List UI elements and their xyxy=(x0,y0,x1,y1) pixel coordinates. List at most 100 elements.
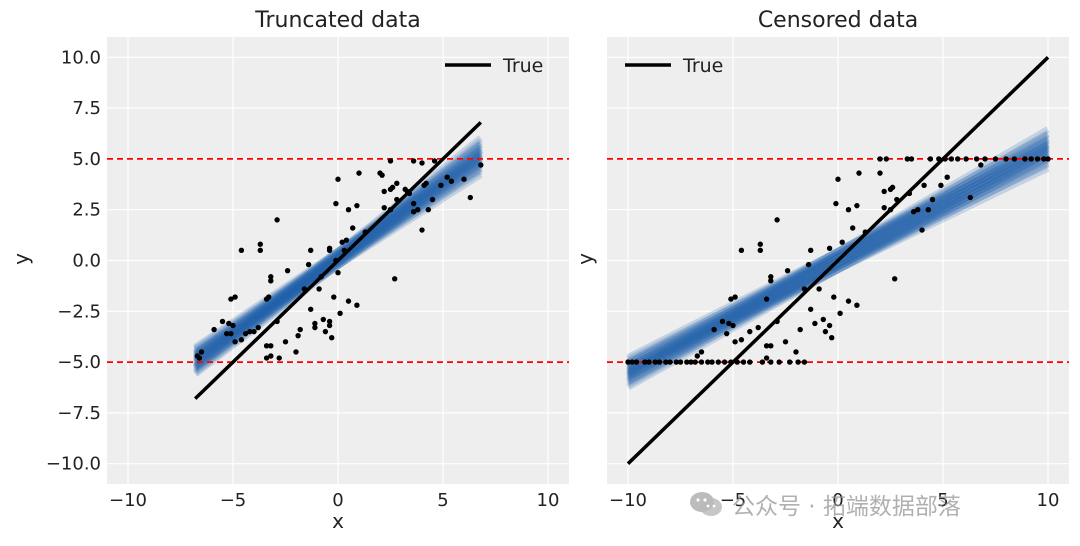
data-point xyxy=(1011,156,1018,162)
data-point xyxy=(892,276,898,282)
posterior-line xyxy=(626,130,1050,379)
data-point xyxy=(726,320,732,327)
data-point xyxy=(345,298,352,304)
data-point xyxy=(228,296,234,302)
data-point xyxy=(282,339,289,345)
data-point xyxy=(335,269,341,276)
data-point xyxy=(301,286,308,292)
data-point xyxy=(331,294,337,300)
data-point xyxy=(709,359,715,365)
data-point xyxy=(694,353,700,359)
data-point xyxy=(795,359,801,365)
data-point xyxy=(343,237,350,243)
data-point xyxy=(812,320,818,327)
data-point xyxy=(732,294,738,300)
data-point xyxy=(350,225,356,231)
data-point xyxy=(776,359,782,365)
posterior-line xyxy=(193,152,483,351)
data-point xyxy=(329,335,335,341)
data-point xyxy=(698,349,705,355)
data-point xyxy=(339,239,345,245)
data-point xyxy=(734,359,740,365)
data-point xyxy=(402,186,408,193)
data-point xyxy=(816,286,822,292)
data-point xyxy=(877,156,883,162)
data-point xyxy=(326,318,333,325)
data-point xyxy=(1022,156,1028,162)
data-point xyxy=(768,359,774,365)
posterior-line xyxy=(626,131,1050,372)
data-point xyxy=(1003,156,1009,162)
data-point xyxy=(478,162,484,168)
data-point xyxy=(747,359,753,365)
data-point xyxy=(335,176,341,182)
data-point xyxy=(978,162,984,168)
data-point xyxy=(673,359,679,365)
data-point xyxy=(724,330,730,337)
x-tick-label: 10 xyxy=(1037,490,1060,511)
data-point xyxy=(263,355,270,361)
data-point xyxy=(719,318,726,325)
data-point xyxy=(921,182,927,189)
posterior-line xyxy=(626,141,1050,386)
posterior-line xyxy=(626,159,1050,380)
data-point xyxy=(379,172,385,178)
data-point xyxy=(646,359,652,365)
y-tick-label: −10.0 xyxy=(46,454,101,475)
data-point xyxy=(759,359,766,365)
data-point xyxy=(333,257,339,264)
true-line xyxy=(626,56,1050,465)
data-point xyxy=(738,247,745,254)
data-point xyxy=(251,328,257,335)
data-point xyxy=(341,247,347,254)
data-point xyxy=(831,294,837,300)
data-point xyxy=(862,229,868,235)
data-point xyxy=(929,196,936,203)
data-point xyxy=(973,156,980,162)
data-point xyxy=(784,267,791,274)
posterior-line xyxy=(193,146,483,357)
data-point xyxy=(768,274,774,280)
data-point xyxy=(982,156,988,162)
data-point xyxy=(1045,156,1051,162)
data-point xyxy=(944,174,950,180)
posterior-line xyxy=(626,145,1050,388)
posterior-line xyxy=(626,154,1050,385)
chart-title: Truncated data xyxy=(254,8,420,33)
y-tick-label: −7.5 xyxy=(57,403,101,424)
data-point xyxy=(881,188,887,195)
data-point xyxy=(293,349,299,355)
data-point xyxy=(881,204,887,211)
data-point xyxy=(883,156,889,162)
posterior-line xyxy=(193,140,483,362)
data-point xyxy=(808,247,814,254)
posterior-line xyxy=(626,155,1050,378)
posterior-line xyxy=(626,146,1050,381)
data-point xyxy=(808,306,814,312)
data-point xyxy=(698,359,705,365)
x-axis-label-right: x xyxy=(832,509,844,533)
data-point xyxy=(728,296,734,302)
data-point xyxy=(284,267,291,274)
y-tick-label: 0.0 xyxy=(72,251,101,272)
data-point xyxy=(410,200,417,207)
data-point xyxy=(728,359,734,365)
data-point xyxy=(242,330,249,337)
data-point xyxy=(461,176,467,182)
data-point xyxy=(356,170,362,176)
data-point xyxy=(732,339,738,345)
data-point xyxy=(316,286,322,292)
chart-panel-2: −10 −5 0 5 10 Censored data True xyxy=(607,8,1069,511)
data-point xyxy=(226,320,232,327)
data-point xyxy=(318,274,324,280)
posterior-line xyxy=(193,147,483,365)
x-tick-label: −10 xyxy=(609,490,647,511)
data-point xyxy=(394,180,400,186)
data-point xyxy=(919,227,925,233)
data-point xyxy=(326,247,333,254)
posterior-line xyxy=(193,155,483,352)
data-point xyxy=(381,188,387,195)
data-point xyxy=(992,156,999,162)
data-point xyxy=(410,209,417,215)
